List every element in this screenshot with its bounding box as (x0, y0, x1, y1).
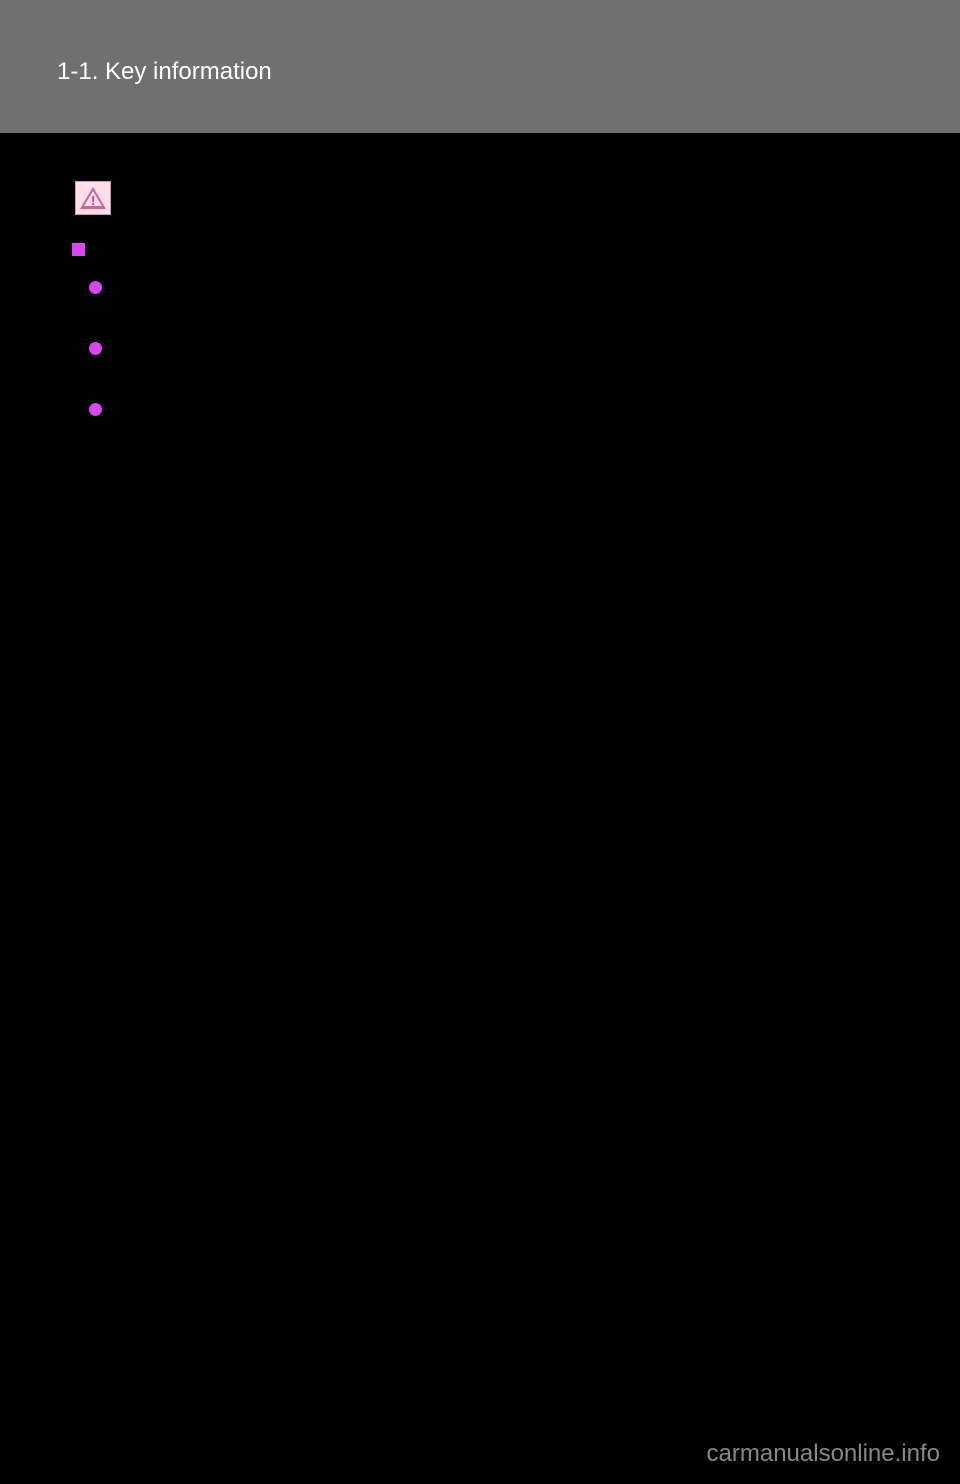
caution-icon: ! (75, 181, 111, 215)
circle-bullet-icon (89, 403, 102, 416)
exclaim-mark: ! (91, 193, 95, 208)
square-bullet-icon (72, 243, 85, 256)
circle-bullet-icon (89, 342, 102, 355)
section-title: 1-1. Key information (57, 58, 272, 86)
header-band: 1-1. Key information (0, 0, 960, 133)
warning-triangle-icon: ! (80, 187, 106, 209)
footer-watermark: carmanualsonline.info (707, 1440, 940, 1468)
circle-bullet-icon (89, 281, 102, 294)
